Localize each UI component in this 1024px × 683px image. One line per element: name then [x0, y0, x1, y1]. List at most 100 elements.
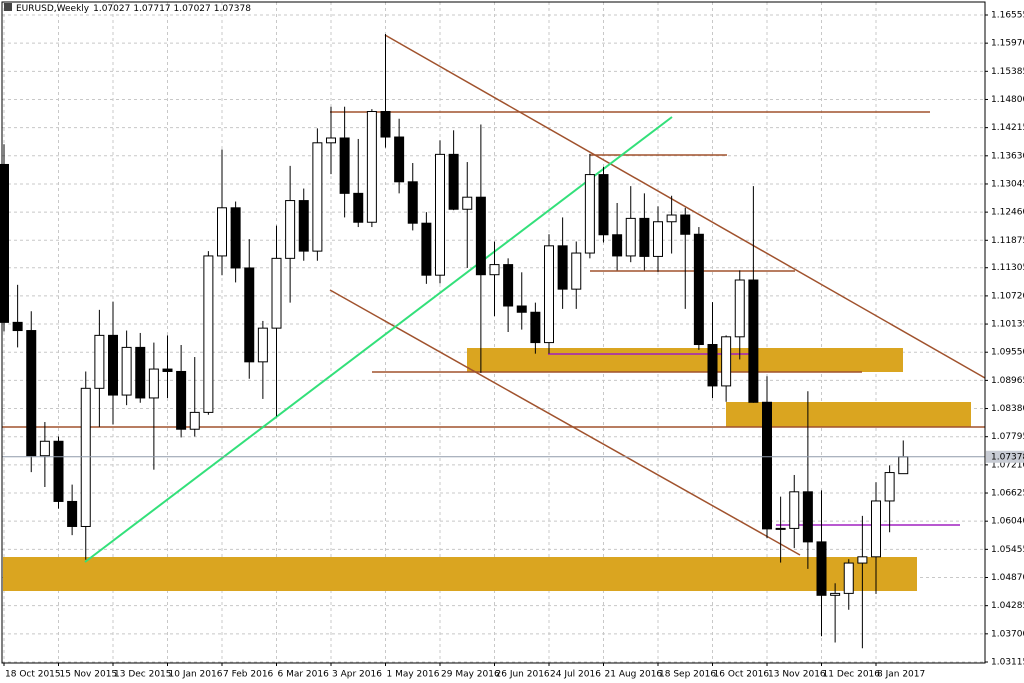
- x-tick-label: 21 Aug 2016: [605, 670, 663, 680]
- trend-line: [384, 34, 986, 379]
- x-tick-label: 1 May 2016: [387, 670, 440, 680]
- candle-body: [298, 200, 309, 252]
- chart-header: EURUSD,Weekly 1.07027 1.07717 1.07027 1.0737…: [16, 4, 251, 14]
- candle-body: [475, 196, 486, 276]
- y-tick-label: 1.06040: [991, 517, 1024, 527]
- x-tick-label: 6 Mar 2016: [278, 670, 330, 680]
- x-tick-label: 3 Apr 2016: [332, 670, 382, 680]
- trend-line: [84, 116, 673, 563]
- candle-body: [12, 321, 23, 332]
- candle-body: [53, 440, 64, 502]
- y-tick-label: 1.14800: [991, 95, 1024, 105]
- candle-body: [516, 305, 527, 313]
- candle-body: [557, 245, 568, 290]
- candle-body: [775, 527, 786, 530]
- candle-body: [884, 472, 895, 502]
- candle-body: [230, 207, 241, 269]
- x-tick-label: 18 Oct 2015: [5, 670, 61, 680]
- y-tick-label: 1.07210: [991, 460, 1024, 470]
- y-tick-label: 1.12460: [991, 208, 1024, 218]
- candle-body: [612, 234, 623, 257]
- x-tick-label: 15 Nov 2015: [60, 670, 118, 680]
- candle-body: [26, 330, 37, 457]
- candle-body: [121, 346, 132, 396]
- x-tick-label: 26 Jun 2016: [496, 670, 550, 680]
- candle-body: [462, 196, 473, 210]
- candle-body: [380, 111, 391, 138]
- candle-body: [257, 327, 268, 363]
- candle-body: [108, 334, 118, 396]
- candle-body: [176, 370, 187, 430]
- candle-body: [571, 252, 582, 290]
- y-tick-label: 1.15385: [991, 67, 1024, 77]
- header-low: 1.07027: [174, 4, 211, 14]
- candle-body: [0, 163, 9, 323]
- candle-body: [721, 336, 732, 387]
- candle-body: [353, 192, 364, 223]
- y-tick-label: 1.06625: [991, 489, 1024, 499]
- candle-body: [653, 221, 663, 257]
- candle-body: [394, 136, 405, 183]
- plot-frame: [1, 1, 986, 664]
- candle-body: [80, 387, 91, 527]
- candle-body: [244, 267, 255, 363]
- y-tick-label: 1.03700: [991, 629, 1024, 639]
- candle-body: [271, 257, 282, 329]
- candle-body: [707, 344, 718, 387]
- candle-body: [530, 311, 541, 344]
- chart-title: EURUSD,Weekly: [16, 4, 90, 14]
- candle-body: [67, 500, 78, 527]
- x-tick-label: 7 Feb 2016: [223, 670, 274, 680]
- candle-body: [898, 456, 909, 475]
- candle-body: [39, 440, 50, 457]
- candle-body: [489, 264, 500, 276]
- candle-body: [693, 233, 704, 346]
- y-tick-label: 1.16555: [991, 10, 1024, 20]
- x-tick-label: 8 Jan 2017: [877, 670, 925, 680]
- candle-body: [135, 346, 146, 399]
- candle-body: [680, 214, 691, 235]
- candle-body: [802, 491, 813, 543]
- candle-body: [435, 153, 445, 276]
- candle-body: [639, 217, 650, 257]
- candle-body: [598, 174, 609, 236]
- candle-body: [748, 279, 759, 403]
- x-tick-label: 13 Dec 2015: [114, 670, 172, 680]
- candle-body: [421, 222, 432, 276]
- candle-body: [762, 401, 772, 530]
- candle-body: [503, 264, 514, 307]
- candle-body: [189, 411, 200, 430]
- x-tick-label: 16 Oct 2016: [714, 670, 770, 680]
- header-open: 1.07027: [93, 4, 130, 14]
- y-tick-label: 1.08380: [991, 404, 1024, 414]
- candle-body: [843, 562, 854, 594]
- grid: [2, 2, 985, 663]
- x-tick-label: 29 May 2016: [441, 670, 500, 680]
- candle-body: [148, 368, 159, 399]
- y-tick-label: 1.13630: [991, 151, 1024, 161]
- candle-body: [326, 137, 336, 144]
- candle-body: [366, 111, 377, 223]
- candle-body: [217, 207, 227, 257]
- candle-body: [830, 592, 841, 596]
- y-tick-label: 1.11875: [991, 236, 1024, 246]
- candle-body: [857, 556, 868, 564]
- window-icon: [4, 3, 12, 11]
- candle-body: [871, 500, 881, 558]
- candle-body: [448, 153, 459, 210]
- candle-body: [407, 181, 418, 224]
- y-tick-label: 1.15970: [991, 39, 1024, 49]
- candle-body: [666, 214, 677, 223]
- y-tick-label: 1.14215: [991, 123, 1024, 133]
- y-tick-label: 1.13045: [991, 179, 1024, 189]
- axes: 1.16555 1.15970 1.15385 1.14800 1.14215 1.136…: [3, 10, 1024, 680]
- header-close: 1.07378: [214, 4, 251, 14]
- y-tick-label: 1.04285: [991, 601, 1024, 611]
- current-price-label: 1.07378: [991, 452, 1024, 462]
- x-tick-label: 18 Sep 2016: [659, 670, 716, 680]
- y-tick-label: 1.05455: [991, 545, 1024, 555]
- y-tick-label: 1.09550: [991, 348, 1024, 358]
- y-tick-label: 1.04870: [991, 573, 1024, 583]
- current-price-box: [986, 450, 1024, 463]
